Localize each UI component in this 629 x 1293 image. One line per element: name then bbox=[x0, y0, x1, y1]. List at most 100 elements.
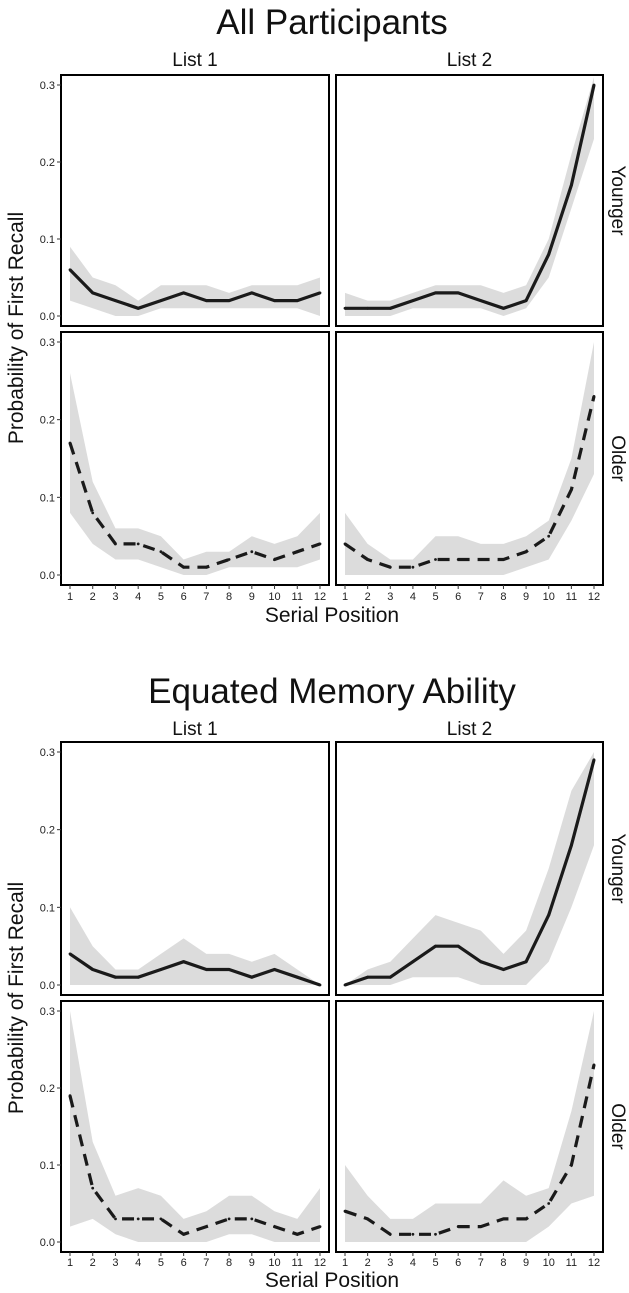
data-point bbox=[524, 550, 528, 554]
data-point bbox=[343, 306, 347, 310]
x-tick-label: 4 bbox=[410, 1257, 416, 1269]
row-strip-label: Older bbox=[607, 435, 628, 482]
y-tick-label: 0.3 bbox=[40, 337, 55, 349]
x-tick-label: 7 bbox=[203, 591, 209, 603]
x-tick-label: 9 bbox=[249, 1257, 255, 1269]
data-point bbox=[136, 1217, 140, 1221]
series-line bbox=[344, 396, 596, 569]
data-point bbox=[388, 975, 392, 979]
confidence-ribbon bbox=[70, 907, 320, 985]
y-tick-label: 0.3 bbox=[40, 747, 55, 759]
series-line bbox=[345, 84, 596, 310]
data-point bbox=[479, 960, 483, 964]
data-point bbox=[273, 968, 276, 971]
data-point bbox=[114, 975, 117, 979]
chart-2: Equated Memory Ability List 1 List 2 Younge… bbox=[5, 672, 628, 1292]
data-point bbox=[570, 843, 573, 847]
x-tick-label: 3 bbox=[387, 591, 393, 603]
x-tick-label: 10 bbox=[543, 1257, 555, 1269]
column-strip-label: List 1 bbox=[172, 719, 217, 740]
x-tick-label: 8 bbox=[226, 591, 232, 603]
data-point bbox=[159, 968, 163, 971]
series-line bbox=[68, 442, 321, 569]
confidence-ribbon bbox=[70, 373, 320, 575]
data-point bbox=[91, 1186, 95, 1190]
data-point bbox=[524, 1217, 528, 1221]
data-point bbox=[502, 968, 505, 971]
x-tick-label: 10 bbox=[268, 591, 280, 603]
x-tick-label: 5 bbox=[432, 591, 438, 603]
data-point bbox=[479, 299, 483, 302]
chart-title: Equated Memory Ability bbox=[148, 672, 516, 711]
x-tick-label: 6 bbox=[455, 591, 461, 603]
data-point bbox=[388, 306, 392, 310]
data-point bbox=[182, 1232, 186, 1236]
x-tick-label: 9 bbox=[523, 1257, 529, 1269]
data-point bbox=[592, 395, 596, 398]
x-tick-label: 9 bbox=[249, 591, 255, 603]
data-point bbox=[547, 534, 551, 538]
x-tick-label: 3 bbox=[112, 591, 118, 603]
series-line bbox=[69, 952, 321, 987]
x-tick-label: 8 bbox=[500, 1257, 506, 1269]
y-tick-label: 0.2 bbox=[40, 825, 55, 837]
data-point bbox=[227, 1217, 231, 1221]
data-point bbox=[434, 944, 437, 948]
data-point bbox=[318, 291, 322, 295]
data-point bbox=[182, 960, 186, 964]
data-point bbox=[411, 960, 415, 964]
data-point bbox=[456, 291, 460, 295]
data-point bbox=[318, 542, 322, 546]
data-point bbox=[570, 488, 573, 491]
x-tick-label: 5 bbox=[158, 1257, 164, 1269]
x-tick-label: 6 bbox=[181, 591, 187, 603]
x-tick-label: 12 bbox=[314, 591, 326, 603]
chart-title: All Participants bbox=[216, 3, 447, 42]
panel-older-list-2: 1 2 3 4 5 6 7 8 9 10 11 12 bbox=[335, 331, 604, 603]
panel-border bbox=[60, 741, 330, 996]
x-axis-label: Serial Position bbox=[265, 1269, 399, 1292]
panel-younger-list-1: 0.0 0.1 0.2 0.3 bbox=[40, 74, 330, 327]
x-tick-label: 1 bbox=[342, 1257, 348, 1269]
y-axis-label: Probability of First Recall bbox=[5, 212, 28, 444]
data-point bbox=[502, 1217, 505, 1221]
data-point bbox=[114, 299, 117, 302]
data-point bbox=[502, 306, 505, 310]
data-point bbox=[456, 1225, 460, 1228]
data-point bbox=[592, 758, 596, 762]
x-tick-label: 11 bbox=[292, 1257, 303, 1269]
panel-younger-list-1: 0.0 0.1 0.2 0.3 bbox=[40, 741, 330, 996]
x-tick-label: 12 bbox=[314, 1257, 326, 1269]
data-point bbox=[205, 565, 208, 569]
x-axis-label: Serial Position bbox=[265, 604, 399, 627]
data-point bbox=[68, 268, 72, 272]
data-point bbox=[182, 291, 186, 295]
data-point bbox=[68, 952, 72, 956]
y-tick-label: 0.0 bbox=[40, 980, 55, 992]
x-tick-label: 6 bbox=[181, 1257, 187, 1269]
data-point bbox=[434, 291, 437, 295]
data-point bbox=[388, 1232, 392, 1236]
data-point bbox=[502, 558, 505, 561]
data-point bbox=[136, 542, 140, 546]
x-tick-label: 10 bbox=[268, 1257, 280, 1269]
x-tick-label: 12 bbox=[588, 591, 600, 603]
x-tick-label: 8 bbox=[500, 591, 506, 603]
x-tick-label: 4 bbox=[410, 591, 416, 603]
column-strip-label: List 1 bbox=[172, 50, 217, 71]
data-point bbox=[366, 558, 369, 561]
data-point bbox=[159, 1217, 163, 1221]
x-tick-label: 1 bbox=[67, 1257, 73, 1269]
data-point bbox=[91, 511, 95, 515]
x-tick-label: 12 bbox=[588, 1257, 600, 1269]
data-point bbox=[91, 291, 95, 295]
data-point bbox=[318, 1225, 322, 1228]
data-point bbox=[295, 550, 299, 554]
data-point bbox=[456, 558, 460, 561]
data-point bbox=[343, 542, 347, 546]
row-strip-label: Older bbox=[607, 1103, 628, 1150]
data-point bbox=[250, 291, 254, 295]
x-tick-label: 11 bbox=[566, 1257, 577, 1269]
x-tick-label: 6 bbox=[455, 1257, 461, 1269]
data-point bbox=[68, 1094, 72, 1098]
